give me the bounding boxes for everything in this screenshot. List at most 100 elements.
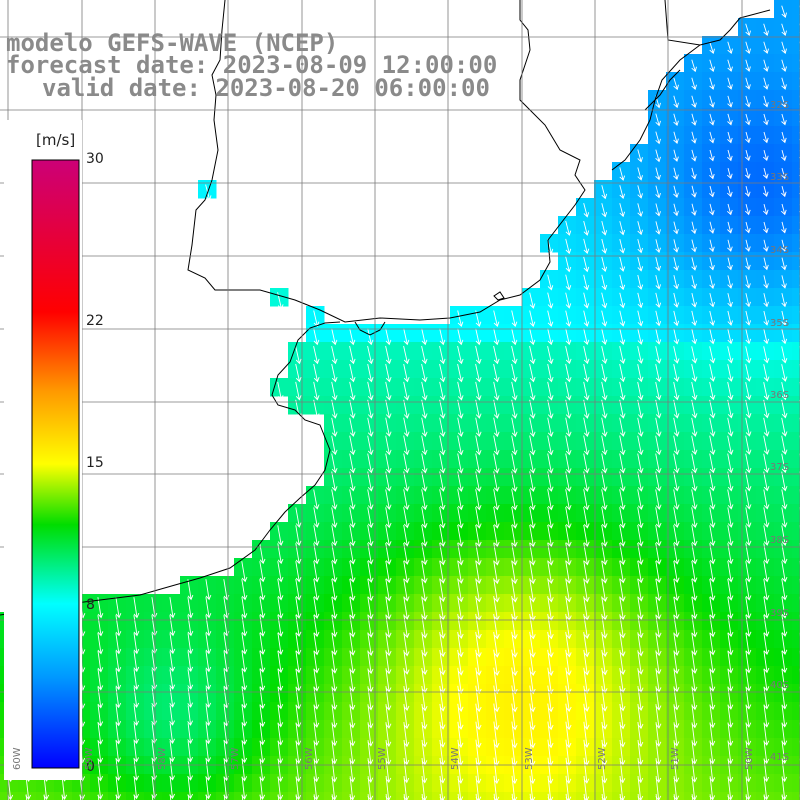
wind-arrow (727, 525, 734, 547)
wind-arrow (655, 328, 662, 345)
wind-arrow (565, 453, 572, 474)
wind-arrow (367, 740, 374, 765)
wind-arrow (529, 560, 536, 585)
wind-arrow (475, 417, 482, 438)
wind-arrow (709, 131, 715, 144)
wind-arrow (709, 185, 715, 198)
wind-arrow (637, 525, 644, 547)
wind-arrow (493, 613, 500, 640)
wind-arrow (421, 489, 428, 511)
wind-arrow (565, 793, 568, 800)
wind-cell (702, 486, 721, 505)
wind-cell (414, 612, 433, 631)
wind-arrow (511, 328, 518, 346)
wind-arrow (529, 453, 536, 474)
wind-cell (612, 558, 631, 577)
wind-cell (792, 270, 800, 289)
wind-arrow (745, 257, 751, 271)
wind-arrow (655, 364, 662, 383)
wind-arrow (439, 471, 446, 492)
wind-arrow (763, 239, 769, 252)
wind-arrow (349, 596, 356, 620)
wind-arrow (367, 614, 374, 638)
wind-arrow (331, 704, 338, 729)
wind-arrow (475, 328, 482, 346)
wind-cell (342, 702, 361, 721)
wind-arrow (97, 651, 104, 673)
wind-arrow (367, 328, 374, 346)
wind-arrow (457, 578, 464, 603)
wind-cell (450, 324, 469, 343)
wind-arrow (601, 310, 608, 327)
wind-arrow (475, 542, 482, 566)
wind-arrow (349, 525, 356, 547)
wind-arrow (475, 399, 482, 419)
wind-arrow (727, 489, 734, 510)
wind-arrow (349, 489, 356, 510)
wind-arrow (457, 345, 464, 365)
wind-cell (630, 522, 649, 541)
wind-arrow (529, 721, 536, 749)
wind-arrow (421, 650, 428, 676)
wind-arrow (781, 239, 787, 252)
wind-arrow (331, 435, 338, 456)
wind-arrow (565, 292, 572, 309)
colorbar-tick-label: 8 (86, 596, 95, 613)
wind-arrow (637, 149, 643, 163)
wind-arrow (385, 435, 392, 456)
wind-arrow (277, 686, 284, 710)
wind-arrow (619, 596, 626, 621)
wind-arrow (673, 381, 680, 401)
wind-arrow (385, 507, 392, 529)
wind-arrow (745, 650, 752, 674)
wind-cell (702, 468, 721, 487)
wind-arrow (745, 275, 751, 289)
wind-arrow (655, 203, 661, 217)
wind-cell (522, 612, 541, 631)
wind-cell (594, 792, 613, 800)
wind-arrow (691, 257, 697, 271)
wind-cell (630, 792, 649, 800)
wind-arrow (529, 613, 536, 640)
wind-arrow (763, 23, 769, 37)
wind-cell (468, 360, 487, 379)
wind-cell (324, 342, 343, 361)
wind-arrow (709, 113, 715, 126)
wind-arrow (781, 597, 788, 619)
wind-arrow (745, 41, 751, 55)
wind-arrow (691, 328, 698, 345)
wind-arrow (295, 561, 302, 583)
wind-arrow (727, 41, 733, 55)
wind-cell (792, 306, 800, 325)
wind-arrow (421, 471, 428, 492)
wind-arrow (295, 525, 302, 547)
wind-cell (342, 486, 361, 505)
wind-cell (126, 792, 145, 800)
wind-arrow (349, 614, 356, 638)
wind-arrow (295, 686, 302, 710)
wind-cell (576, 270, 595, 289)
wind-arrow (313, 614, 320, 638)
wind-arrow (529, 363, 536, 383)
wind-arrow (709, 525, 716, 547)
wind-arrow (331, 471, 338, 492)
wind-cell (594, 684, 613, 703)
wind-arrow (385, 417, 392, 437)
wind-cell (774, 468, 793, 487)
wind-arrow (763, 704, 770, 728)
wind-arrow (79, 794, 82, 800)
longitude-label: 54W (450, 747, 461, 770)
wind-arrow (349, 794, 352, 800)
wind-arrow (655, 525, 662, 547)
wind-cell (486, 630, 505, 649)
wind-cell (396, 558, 415, 577)
wind-arrow (241, 704, 248, 727)
wind-arrow (655, 614, 662, 638)
wind-arrow (259, 686, 266, 710)
wind-arrow (691, 149, 697, 162)
wind-cell (522, 792, 541, 800)
wind-cell (558, 342, 577, 361)
wind-cell (630, 558, 649, 577)
wind-arrow (295, 668, 302, 692)
